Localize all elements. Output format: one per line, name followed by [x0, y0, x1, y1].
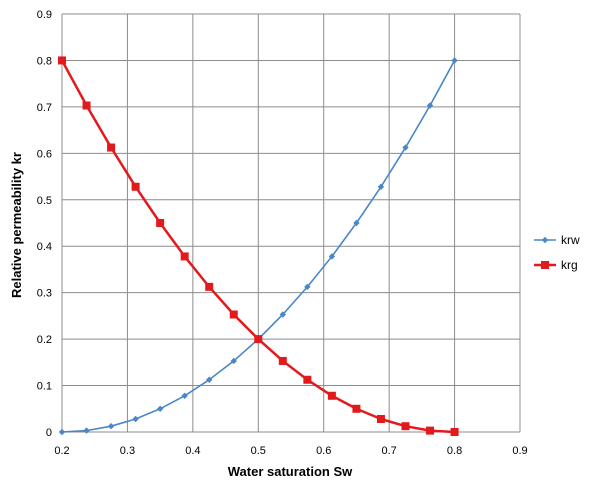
data-point-krw — [426, 102, 434, 109]
y-tick-label: 0.6 — [37, 148, 52, 160]
data-point-krg — [58, 56, 66, 65]
data-point-krg — [352, 404, 361, 413]
legend-item-krw: krw — [534, 233, 580, 247]
data-point-krw — [132, 415, 139, 423]
x-tick-label: 0.8 — [447, 445, 462, 457]
data-point-krg — [303, 375, 312, 384]
data-point-krw — [279, 311, 287, 318]
data-point-krw — [451, 57, 458, 64]
x-tick-label: 0.7 — [381, 445, 396, 457]
x-tick-label: 0.2 — [54, 445, 69, 457]
y-tick-label: 0.1 — [37, 381, 52, 393]
x-tick-label: 0.5 — [251, 445, 266, 457]
data-point-krw — [156, 405, 164, 412]
series-lines — [58, 56, 459, 436]
data-point-krg — [205, 282, 214, 291]
legend: krw krg — [534, 233, 580, 272]
data-point-krw — [230, 357, 237, 365]
x-tick-label: 0.9 — [512, 445, 527, 457]
data-point-krw — [304, 283, 311, 291]
legend-swatch-marker — [541, 261, 549, 269]
y-tick-label: 0 — [46, 427, 52, 439]
data-point-krw — [377, 183, 385, 190]
data-point-krw — [83, 427, 90, 434]
data-point-krg — [254, 335, 263, 344]
x-axis-title: Water saturation Sw — [228, 464, 353, 479]
data-point-krw — [58, 428, 66, 436]
data-point-krg — [278, 356, 287, 365]
x-axis-tick-labels: 0.2 0.3 0.4 0.5 0.6 0.7 0.8 0.9 — [54, 445, 527, 457]
data-point-krw — [181, 392, 188, 399]
x-tick-label: 0.6 — [316, 445, 331, 457]
data-point-krg — [156, 219, 165, 227]
data-point-krw — [402, 144, 409, 151]
data-point-krg — [401, 422, 410, 431]
y-tick-label: 0.7 — [37, 102, 52, 114]
y-tick-label: 0.3 — [37, 288, 52, 300]
data-point-krg — [450, 428, 459, 436]
x-tick-label: 0.4 — [185, 445, 200, 457]
y-tick-label: 0.5 — [37, 195, 52, 207]
y-tick-label: 0.2 — [37, 334, 52, 346]
data-point-krg — [426, 426, 435, 435]
data-point-krg — [327, 391, 336, 400]
data-point-krg — [229, 310, 238, 319]
legend-item-krg: krg — [534, 258, 578, 272]
grid-lines — [61, 13, 521, 433]
y-tick-label: 0.4 — [37, 241, 52, 253]
data-point-krg — [131, 182, 140, 191]
data-point-krw — [353, 219, 360, 227]
legend-label: krw — [561, 233, 580, 247]
legend-label: krg — [561, 258, 578, 272]
y-tick-label: 0.9 — [37, 9, 52, 21]
data-point-krg — [376, 414, 385, 423]
legend-swatch-marker — [541, 236, 549, 244]
data-point-krg — [107, 143, 116, 152]
x-tick-label: 0.3 — [120, 445, 135, 457]
data-point-krg — [180, 252, 189, 261]
y-tick-label: 0.8 — [37, 55, 52, 67]
y-axis-tick-labels: 0 0.1 0.2 0.3 0.4 0.5 0.6 0.7 0.8 0.9 — [37, 9, 52, 439]
data-point-krw — [328, 253, 336, 260]
data-point-krw — [107, 422, 115, 430]
data-point-krw — [206, 376, 213, 383]
y-axis-title: Relative permeability kr — [9, 152, 24, 298]
series-krg — [58, 56, 459, 436]
data-point-krg — [82, 101, 91, 110]
